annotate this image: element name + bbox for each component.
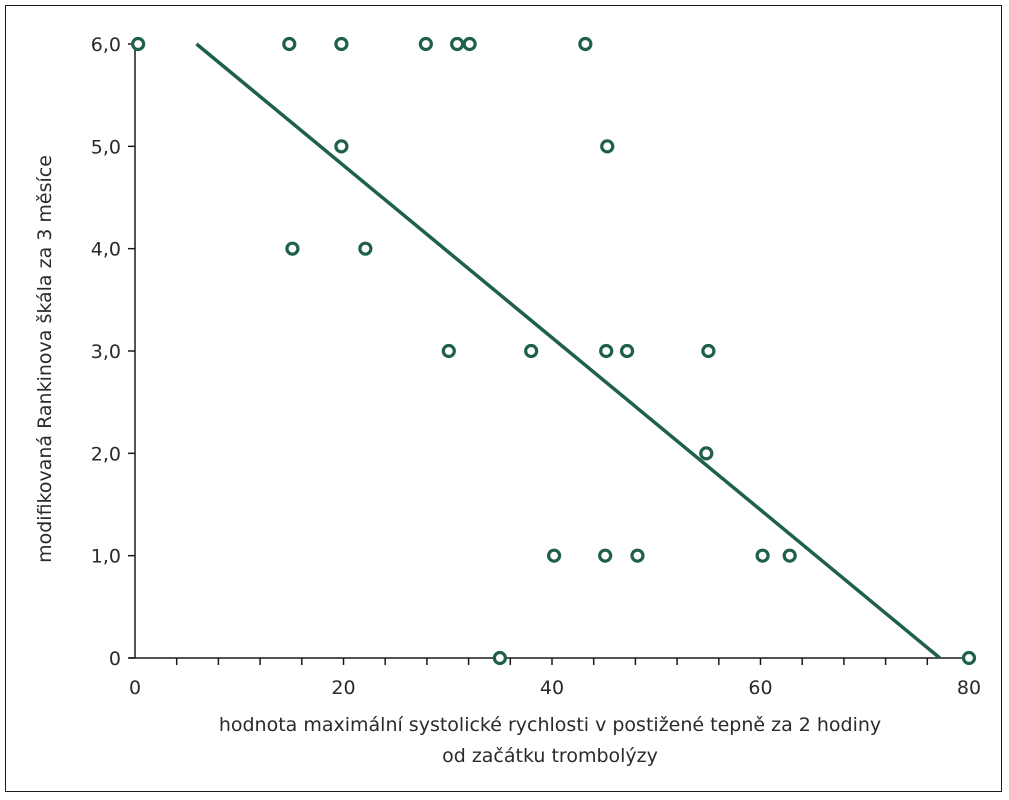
data-point: [285, 241, 300, 256]
data-point: [961, 650, 977, 666]
data-point: [131, 36, 146, 52]
y-tick-label: 3,0: [91, 341, 121, 363]
x-tick-label: 40: [540, 677, 564, 699]
data-point: [599, 343, 614, 359]
data-point: [699, 446, 714, 461]
data-point: [334, 139, 349, 154]
data-point: [600, 139, 615, 154]
data-point: [462, 36, 477, 52]
data-points: [131, 36, 977, 666]
data-point: [619, 343, 635, 359]
data-point: [492, 650, 507, 666]
data-point: [418, 36, 433, 52]
axes: [129, 42, 970, 659]
data-point: [450, 36, 465, 52]
x-axis-title-line-1: hodnota maximální systolické rychlosti v…: [219, 714, 881, 736]
data-point: [782, 548, 797, 563]
y-tick-label: 2,0: [91, 443, 121, 465]
data-point: [441, 343, 456, 359]
x-ticks: 0 20 40 60 80: [129, 677, 981, 699]
data-point: [334, 36, 349, 52]
x-tick-label: 20: [331, 677, 355, 699]
y-tick-label: 6,0: [91, 34, 121, 56]
x-tick-label: 80: [957, 677, 981, 699]
x-minor-ticks: [175, 658, 970, 665]
x-tick-label: 60: [748, 677, 772, 699]
y-tick-label: 0: [109, 648, 121, 670]
data-point: [755, 548, 770, 563]
y-tick-label: 1,0: [91, 546, 121, 568]
data-point: [630, 548, 645, 563]
y-axis-title: modifikovaná Rankinova škála za 3 měsíce: [34, 155, 56, 563]
x-axis-title-line-2: od začátku trombolýzy: [442, 745, 658, 767]
data-point: [546, 548, 562, 563]
y-tick-label: 5,0: [91, 136, 121, 158]
data-point: [358, 241, 373, 256]
trend-line: [195, 42, 941, 660]
x-tick-label: 0: [129, 677, 141, 699]
data-point: [598, 548, 613, 563]
data-point: [524, 343, 539, 359]
data-point: [578, 36, 593, 52]
data-point: [701, 343, 716, 359]
y-ticks: 0 1,0 2,0 3,0 4,0 5,0 6,0: [91, 34, 135, 670]
data-point: [282, 36, 297, 52]
y-tick-label: 4,0: [91, 239, 121, 261]
